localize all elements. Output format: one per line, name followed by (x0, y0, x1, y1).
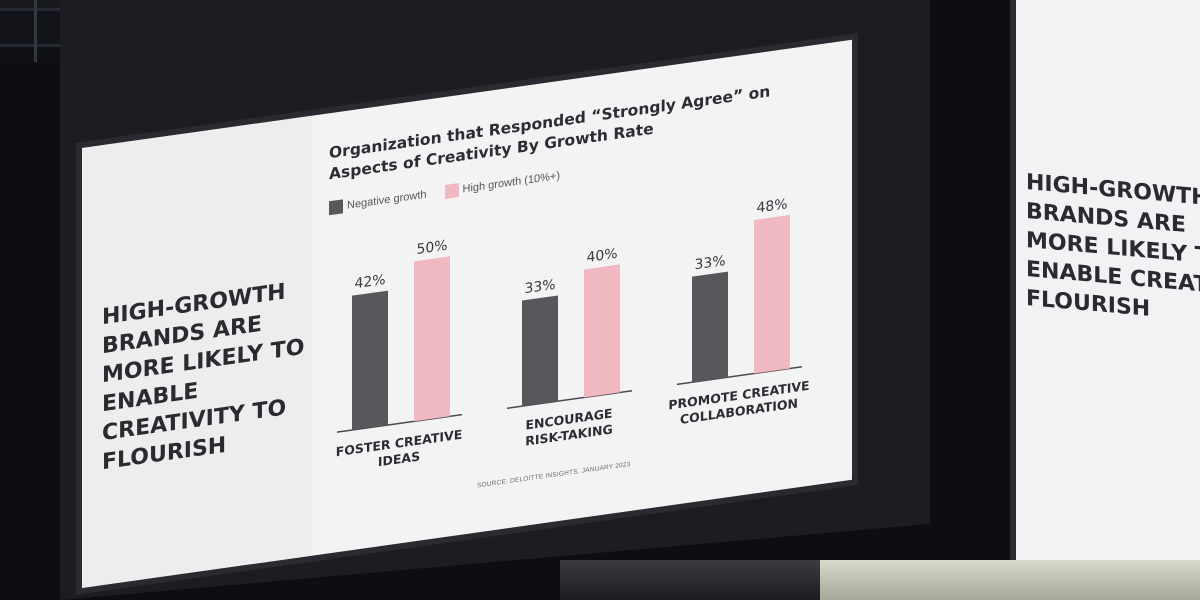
bar-chart: 42%50%FOSTER CREATIVEIDEAS33%40%ENCOURAG… (336, 196, 810, 470)
bar-1-0 (522, 295, 558, 407)
bar-2-1 (754, 214, 790, 374)
value-label-1-1: 40% (586, 246, 617, 266)
left-panel: HIGH-GROWTH BRANDS ARE MORE LIKELY TO EN… (82, 115, 312, 588)
stage-floor-light (820, 560, 1200, 600)
slide-headline: HIGH-GROWTH BRANDS ARE MORE LIKELY TO EN… (102, 279, 305, 476)
value-label-0-0: 42% (354, 272, 385, 292)
chart-panel: Organization that Responded “Strongly Ag… (317, 40, 852, 555)
bar-1-1 (584, 264, 620, 398)
value-label-1-0: 33% (524, 277, 555, 297)
second-screen-headline: HIGH-GROWTH BRANDS ARE MORE LIKELY TO EN… (1026, 170, 1200, 322)
bar-2-0 (692, 271, 728, 383)
bar-0-0 (352, 290, 388, 431)
second-screen: HIGH-GROWTH BRANDS ARE MORE LIKELY TO EN… (1010, 0, 1200, 560)
presentation-screen: HIGH-GROWTH BRANDS ARE MORE LIKELY TO EN… (82, 39, 852, 588)
value-label-0-1: 50% (416, 238, 447, 258)
category-label-0-1: IDEAS (378, 449, 420, 470)
bar-0-1 (414, 256, 450, 422)
value-label-2-1: 48% (756, 196, 787, 216)
value-label-2-0: 33% (694, 253, 725, 273)
